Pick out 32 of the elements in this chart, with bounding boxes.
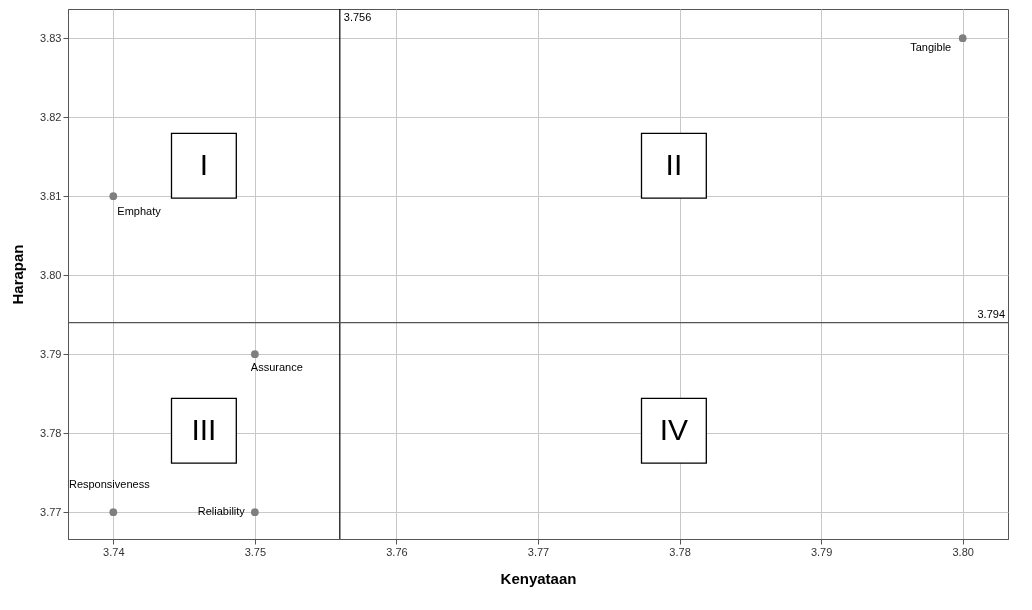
series-label: Reliability [197, 505, 246, 518]
point [109, 192, 118, 201]
point [109, 508, 118, 517]
point [250, 350, 259, 359]
y-tick-label: 3.77 [40, 505, 62, 518]
annotation: II [665, 147, 683, 181]
text: Responsiveness [68, 478, 151, 491]
annotation: IV [659, 412, 689, 446]
y-tick-label: 3.83 [40, 31, 62, 44]
annotation: III [191, 412, 217, 446]
series-label: Assurance [250, 361, 303, 374]
x-tick-label: 3.76 [386, 545, 408, 558]
x-tick-label: 3.78 [669, 545, 691, 558]
y-tick-label: 3.79 [40, 347, 62, 360]
series-label: Tangible [910, 41, 952, 54]
y-tick-label: 3.81 [40, 189, 62, 202]
point [250, 508, 259, 517]
y-axis-title: Harapan [9, 244, 27, 305]
x-tick-label: 3.77 [527, 545, 550, 558]
x-axis-title: Kenyataan [500, 569, 577, 587]
y-tick-label: 3.80 [40, 268, 62, 281]
x-tick-label: 3.75 [244, 545, 267, 558]
series-label: Emphaty [117, 205, 162, 218]
y-tick-label: 3.78 [40, 426, 62, 439]
annotation: I [199, 147, 209, 181]
y-tick-label: 3.82 [40, 110, 62, 123]
x-tick-label: 3.79 [810, 545, 833, 558]
ref-line-label: 3.756 [343, 11, 372, 23]
x-tick-label: 3.80 [952, 545, 974, 558]
ref-line-label: 3.794 [977, 307, 1005, 320]
point [958, 34, 967, 43]
x-tick-label: 3.74 [103, 545, 125, 558]
